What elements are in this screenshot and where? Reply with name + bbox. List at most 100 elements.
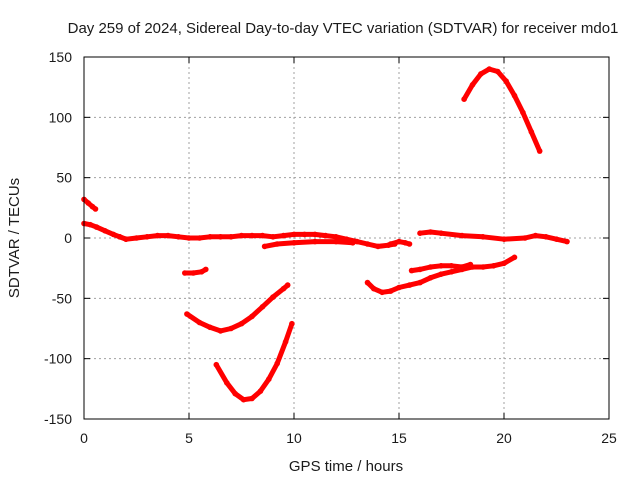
data-point: [333, 238, 339, 245]
data-point: [282, 339, 289, 345]
data-point: [528, 129, 535, 135]
data-point: [289, 320, 295, 327]
series-line: [365, 255, 516, 295]
data-point: [280, 232, 287, 239]
x-tick-label: 15: [391, 430, 407, 446]
data-point: [240, 396, 247, 403]
data-point: [228, 234, 234, 240]
data-point: [438, 230, 444, 236]
data-point: [102, 228, 108, 234]
series-sat-12: [461, 66, 543, 154]
data-point: [543, 234, 549, 240]
data-point: [501, 260, 507, 267]
data-point: [448, 263, 455, 269]
data-point: [520, 109, 526, 116]
data-point: [461, 96, 467, 102]
series-line: [461, 66, 542, 153]
data-point: [417, 230, 423, 236]
data-point: [438, 263, 444, 269]
data-point: [184, 311, 190, 317]
data-point: [322, 232, 329, 239]
series-sat-3: [116, 231, 398, 250]
data-point: [87, 221, 94, 228]
data-point: [511, 254, 518, 261]
y-tick-label: -100: [44, 351, 72, 367]
data-point: [364, 279, 371, 286]
data-point: [469, 82, 476, 88]
data-point: [274, 360, 281, 367]
x-tick-label: 10: [286, 430, 302, 446]
data-point: [249, 232, 255, 239]
data-point: [110, 231, 117, 238]
data-point: [232, 390, 238, 397]
y-axis-label: SDTVAR / TECUs: [6, 178, 23, 298]
data-point: [438, 271, 444, 278]
data-point: [213, 361, 220, 368]
data-point: [486, 66, 493, 72]
data-point: [190, 270, 196, 276]
data-point: [203, 266, 209, 273]
x-tick-label: 20: [496, 430, 512, 446]
plot-area: [81, 66, 570, 403]
data-point: [266, 376, 272, 383]
chart-title: Day 259 of 2024, Sidereal Day-to-day VTE…: [68, 20, 619, 37]
data-point: [480, 264, 486, 270]
data-point: [522, 235, 528, 241]
data-point: [270, 234, 276, 240]
series-sat-8: [184, 282, 291, 334]
data-point: [478, 71, 484, 77]
data-point: [312, 238, 318, 245]
y-tick-label: 0: [64, 230, 72, 246]
data-point: [406, 282, 413, 288]
data-point: [133, 235, 140, 241]
series-sat-11: [408, 261, 474, 274]
data-point: [511, 92, 518, 99]
data-point: [274, 241, 281, 247]
data-point: [312, 231, 318, 238]
series-line: [185, 283, 290, 334]
data-point: [364, 241, 371, 247]
data-point: [92, 206, 99, 212]
data-point: [291, 231, 297, 238]
data-point: [480, 234, 486, 240]
series-sat-7: [182, 266, 209, 276]
series-sat-5: [387, 238, 413, 247]
data-point: [85, 200, 91, 206]
data-point: [387, 288, 394, 294]
x-axis-label: GPS time / hours: [289, 458, 403, 475]
x-tick-label: 5: [185, 430, 193, 446]
data-point: [259, 232, 266, 239]
data-point: [503, 78, 509, 84]
data-point: [467, 261, 474, 268]
data-point: [238, 320, 245, 327]
y-tick-label: -50: [52, 290, 72, 306]
data-point: [291, 240, 297, 246]
data-point: [354, 238, 360, 245]
data-point: [387, 241, 394, 247]
data-point: [182, 270, 188, 276]
data-point: [427, 275, 434, 281]
data-point: [536, 148, 543, 154]
data-point: [228, 325, 234, 332]
data-point: [501, 236, 507, 242]
plot-frame: [83, 56, 610, 420]
data-point: [427, 229, 434, 235]
data-point: [196, 319, 203, 326]
data-point: [144, 234, 150, 240]
data-point: [207, 324, 213, 331]
axis-ticks: 0 5 10 15 20 25 -150 -100 -50 0 50 100 150: [44, 49, 617, 446]
series-sat-9: [213, 320, 295, 403]
data-point: [284, 282, 291, 288]
data-point: [396, 284, 402, 291]
x-tick-label: 0: [80, 430, 88, 446]
data-point: [259, 304, 266, 310]
data-point: [375, 243, 381, 250]
data-point: [238, 232, 245, 239]
data-point: [261, 243, 268, 250]
x-tick-label: 25: [601, 430, 617, 446]
data-point: [196, 235, 203, 241]
data-point: [333, 234, 339, 240]
data-point: [154, 232, 161, 239]
y-tick-label: 150: [49, 49, 73, 65]
data-point: [427, 264, 434, 270]
